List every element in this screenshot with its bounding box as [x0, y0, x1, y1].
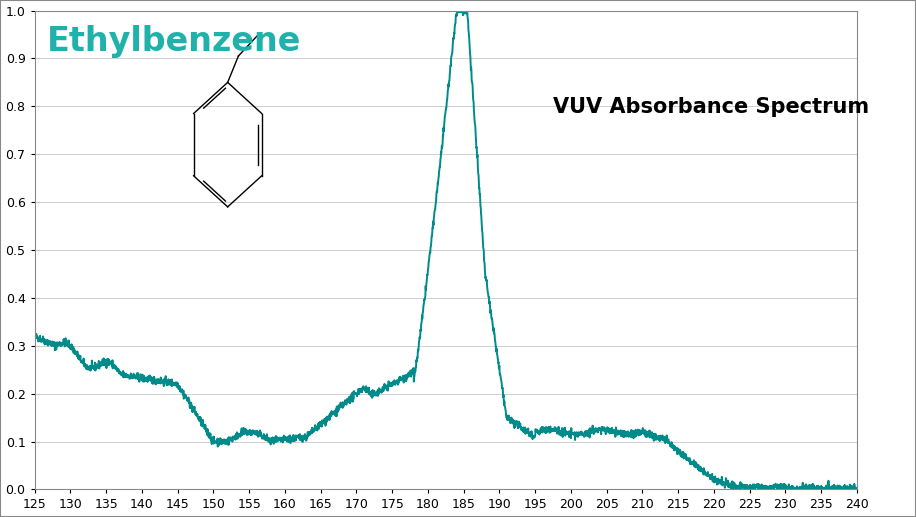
Text: Ethylbenzene: Ethylbenzene	[47, 25, 301, 58]
Text: VUV Absorbance Spectrum: VUV Absorbance Spectrum	[552, 97, 868, 117]
